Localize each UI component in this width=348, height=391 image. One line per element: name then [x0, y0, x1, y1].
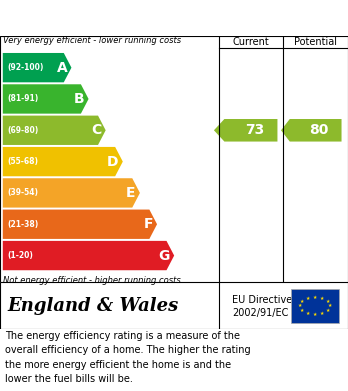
Text: ★: ★ — [306, 311, 310, 316]
Text: England & Wales: England & Wales — [7, 297, 178, 315]
Text: ★: ★ — [300, 308, 304, 312]
Text: 73: 73 — [245, 123, 265, 137]
Polygon shape — [3, 116, 106, 145]
Text: D: D — [107, 154, 119, 169]
Text: (55-68): (55-68) — [7, 157, 38, 166]
Text: B: B — [74, 92, 84, 106]
Text: ★: ★ — [300, 299, 304, 304]
Text: ★: ★ — [320, 311, 324, 316]
Text: E: E — [126, 186, 136, 200]
Text: G: G — [159, 249, 170, 263]
Text: A: A — [56, 61, 67, 75]
Text: The energy efficiency rating is a measure of the
overall efficiency of a home. T: The energy efficiency rating is a measur… — [5, 331, 251, 384]
Text: EU Directive: EU Directive — [232, 295, 293, 305]
Polygon shape — [281, 119, 341, 142]
Text: Potential: Potential — [294, 37, 337, 47]
Text: ★: ★ — [298, 303, 302, 308]
Text: ★: ★ — [313, 312, 317, 317]
Polygon shape — [214, 119, 277, 142]
Text: ★: ★ — [325, 299, 330, 304]
Polygon shape — [3, 178, 140, 208]
Polygon shape — [3, 147, 123, 176]
Text: (39-54): (39-54) — [7, 188, 38, 197]
Text: Not energy efficient - higher running costs: Not energy efficient - higher running co… — [3, 276, 181, 285]
Text: Very energy efficient - lower running costs: Very energy efficient - lower running co… — [3, 36, 182, 45]
Text: (21-38): (21-38) — [7, 220, 38, 229]
Polygon shape — [3, 210, 157, 239]
Polygon shape — [3, 53, 71, 83]
Text: 80: 80 — [309, 123, 329, 137]
Text: ★: ★ — [320, 296, 324, 301]
Text: ★: ★ — [313, 295, 317, 300]
Text: (1-20): (1-20) — [7, 251, 33, 260]
Text: 2002/91/EC: 2002/91/EC — [232, 308, 289, 318]
Polygon shape — [3, 84, 88, 114]
Text: ★: ★ — [306, 296, 310, 301]
Text: Energy Efficiency Rating: Energy Efficiency Rating — [9, 11, 230, 26]
Text: ★: ★ — [327, 303, 332, 308]
Text: (92-100): (92-100) — [7, 63, 44, 72]
Text: ★: ★ — [325, 308, 330, 312]
Text: F: F — [143, 217, 153, 231]
Text: C: C — [91, 123, 102, 137]
Polygon shape — [3, 241, 174, 270]
Text: (69-80): (69-80) — [7, 126, 38, 135]
Text: Current: Current — [232, 37, 269, 47]
Text: (81-91): (81-91) — [7, 95, 38, 104]
Bar — [291, 289, 339, 323]
